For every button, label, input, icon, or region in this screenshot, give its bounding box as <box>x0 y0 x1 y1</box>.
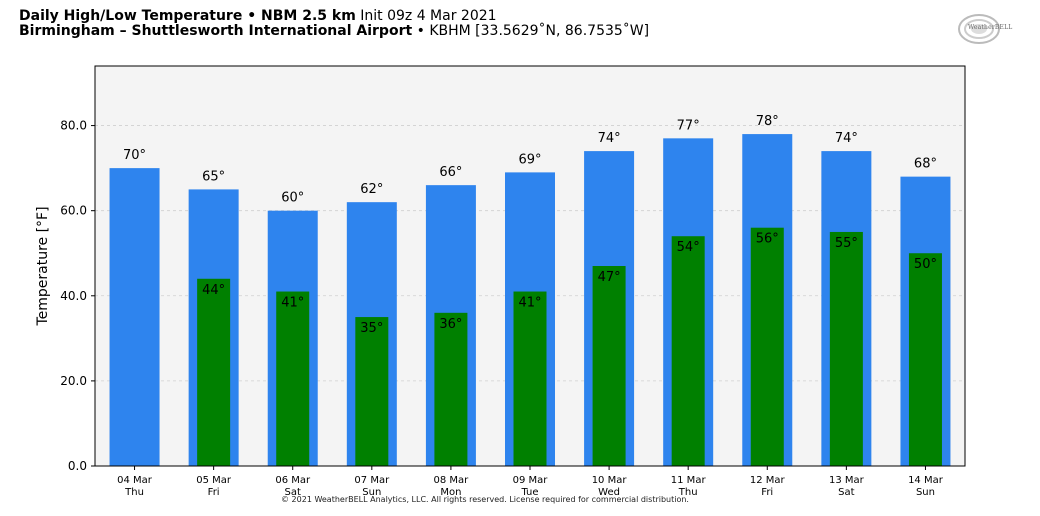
low-temp-bar <box>513 291 547 466</box>
low-temp-label: 56° <box>756 232 779 247</box>
low-temp-label: 54° <box>677 240 700 255</box>
x-tick-date: 09 Mar <box>513 475 549 486</box>
high-temp-label: 69° <box>518 152 541 167</box>
y-tick-label: 80.0 <box>60 119 87 133</box>
low-temp-label: 55° <box>835 236 858 251</box>
y-tick-label: 0.0 <box>68 459 87 473</box>
x-tick-date: 07 Mar <box>354 475 390 486</box>
x-tick-date: 14 Mar <box>908 475 944 486</box>
high-temp-label: 70° <box>123 148 146 163</box>
station-name: Birmingham – Shuttlesworth International… <box>19 23 413 39</box>
low-temp-label: 41° <box>518 296 541 311</box>
y-tick-label: 60.0 <box>60 204 87 218</box>
x-tick-day: Sun <box>916 487 935 498</box>
weatherbell-logo-icon <box>958 14 1000 44</box>
title-line-1: Daily High/Low Temperature • NBM 2.5 km … <box>19 9 649 24</box>
low-temp-bar <box>671 236 705 466</box>
high-temp-label: 68° <box>914 157 937 172</box>
x-tick-date: 06 Mar <box>275 475 311 486</box>
high-temp-label: 62° <box>360 182 383 197</box>
y-axis-label: Temperature [°F] <box>35 206 51 326</box>
x-tick-date: 05 Mar <box>196 475 232 486</box>
title-main: Daily High/Low Temperature • NBM 2.5 km <box>19 8 356 24</box>
x-tick-date: 10 Mar <box>592 475 628 486</box>
high-temp-label: 74° <box>835 131 858 146</box>
low-temp-label: 41° <box>281 296 304 311</box>
init-time: Init 09z 4 Mar 2021 <box>360 8 497 24</box>
logo-text: WeatherBELL <box>968 24 1013 31</box>
low-temp-bar <box>355 317 389 466</box>
plot-frame <box>94 65 966 467</box>
low-temp-label: 50° <box>914 257 937 272</box>
high-temp-label: 78° <box>756 114 779 129</box>
bars <box>109 134 951 467</box>
low-temp-label: 47° <box>598 270 621 285</box>
x-tick-date: 08 Mar <box>434 475 470 486</box>
low-temp-bar <box>750 227 784 466</box>
x-tick-day: Sun <box>362 487 381 498</box>
y-tick-label: 20.0 <box>60 374 87 388</box>
x-tick-day: Tue <box>520 487 538 498</box>
x-tick-day: Mon <box>440 487 461 498</box>
high-temp-label: 65° <box>202 169 225 184</box>
x-tick-day: Fri <box>761 487 773 498</box>
x-tick-day: Fri <box>208 487 220 498</box>
low-temp-bar <box>592 266 626 466</box>
x-tick-day: Sat <box>838 487 854 498</box>
value-labels: 70° 65° 44° 60° 41° 62° 35° 66° 36° 69° 41° 74° 47° 7… <box>123 114 937 336</box>
low-temp-label: 35° <box>360 321 383 336</box>
low-temp-bar <box>197 278 231 466</box>
x-tick-date: 11 Mar <box>671 475 707 486</box>
x-tick-day: Thu <box>678 487 698 498</box>
y-tick-label: 40.0 <box>60 289 87 303</box>
x-tick-day: Thu <box>124 487 144 498</box>
x-tick-date: 04 Mar <box>117 475 153 486</box>
high-temp-label: 60° <box>281 191 304 206</box>
low-temp-bar <box>908 253 942 466</box>
high-temp-bar <box>109 168 160 466</box>
x-tick-day: Sat <box>285 487 301 498</box>
x-tick-date: 12 Mar <box>750 475 786 486</box>
chart-title: Daily High/Low Temperature • NBM 2.5 km … <box>19 9 649 39</box>
low-temp-label: 36° <box>439 317 462 332</box>
high-temp-label: 66° <box>439 165 462 180</box>
high-temp-label: 77° <box>677 118 700 133</box>
high-temp-label: 74° <box>598 131 621 146</box>
low-temp-bar <box>276 291 310 466</box>
low-temp-bar <box>434 312 468 466</box>
x-tick-day: Wed <box>598 487 620 498</box>
low-temp-bar <box>829 231 863 466</box>
low-temp-label: 44° <box>202 283 225 298</box>
x-tick-date: 13 Mar <box>829 475 865 486</box>
copyright-notice: © 2021 WeatherBELL Analytics, LLC. All r… <box>281 495 689 504</box>
title-line-2: Birmingham – Shuttlesworth International… <box>19 24 649 39</box>
station-coords: • KBHM [33.5629˚N, 86.7535˚W] <box>416 23 650 39</box>
